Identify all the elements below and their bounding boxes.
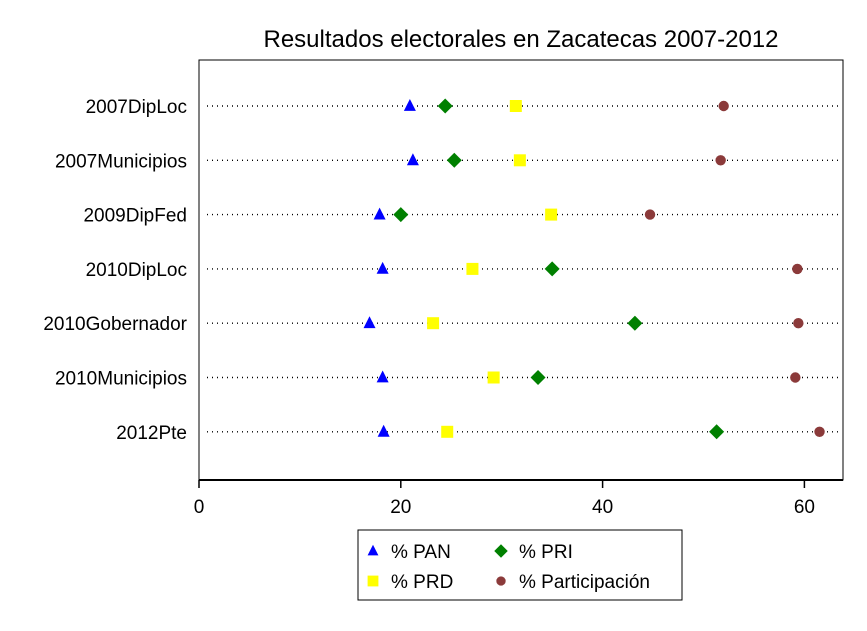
- data-point-circle: [793, 318, 804, 329]
- data-point-triangle: [373, 207, 386, 220]
- data-point-circle: [790, 372, 801, 383]
- x-tick-label: 60: [794, 497, 815, 518]
- category-label: 2012Pte: [116, 423, 187, 444]
- legend-marker-circle: [496, 576, 506, 586]
- category-label: 2009DipFed: [83, 206, 187, 227]
- data-point-diamond: [530, 370, 546, 385]
- chart-title: Resultados electorales en Zacatecas 2007…: [264, 26, 779, 53]
- category-label: 2010Gobernador: [43, 314, 187, 335]
- data-point-triangle: [376, 261, 389, 274]
- legend-label: % Participación: [519, 572, 650, 593]
- y-axis-labels: 2007DipLoc 2007Municipios 2009DipFed 2010Di…: [43, 97, 187, 444]
- legend-label: % PRD: [391, 572, 453, 593]
- category-label: 2007Municipios: [55, 151, 187, 172]
- plot-border: [198, 59, 844, 481]
- data-point-triangle: [377, 424, 390, 437]
- data-point-square: [545, 208, 558, 221]
- data-point-triangle: [406, 153, 419, 166]
- data-point-diamond: [627, 315, 643, 331]
- category-label: 2010DipLoc: [86, 260, 187, 281]
- data-point-square: [513, 154, 526, 167]
- x-tick-label: 40: [592, 497, 613, 518]
- legend-marker-diamond: [494, 544, 508, 558]
- data-point-triangle: [363, 316, 376, 329]
- data-point-diamond: [544, 261, 560, 277]
- legend-label: % PAN: [391, 542, 451, 563]
- data-point-diamond: [446, 152, 462, 168]
- legend: % PAN % PRI % PRD % Participación: [357, 529, 683, 601]
- data-point-diamond: [709, 424, 725, 440]
- data-point-triangle: [376, 370, 389, 383]
- category-label: 2010Municipios: [55, 369, 187, 390]
- data-point-square: [441, 425, 454, 438]
- data-point-circle: [792, 263, 803, 275]
- data-point-circle: [715, 155, 726, 166]
- data-point-circle: [644, 209, 656, 220]
- data-point-square: [427, 317, 440, 330]
- x-axis: 0 20 40 60: [194, 480, 815, 518]
- data-point-circle: [814, 426, 825, 437]
- data-point-circle: [718, 100, 729, 112]
- legend-label: % PRI: [519, 542, 573, 563]
- legend-marker-triangle: [367, 544, 379, 556]
- legend-marker-square: [367, 575, 379, 587]
- x-tick-label: 20: [390, 497, 411, 518]
- data-markers: [363, 98, 825, 440]
- data-point-square: [466, 262, 479, 275]
- data-point-diamond: [437, 98, 453, 114]
- x-tick-label: 0: [194, 497, 205, 518]
- legend-box: [357, 529, 683, 601]
- data-point-diamond: [393, 207, 409, 223]
- data-point-square: [487, 371, 500, 384]
- category-label: 2007DipLoc: [86, 97, 187, 118]
- data-point-triangle: [403, 99, 416, 111]
- gridlines: [207, 105, 840, 433]
- data-point-square: [509, 100, 522, 112]
- plot-area: [198, 59, 844, 481]
